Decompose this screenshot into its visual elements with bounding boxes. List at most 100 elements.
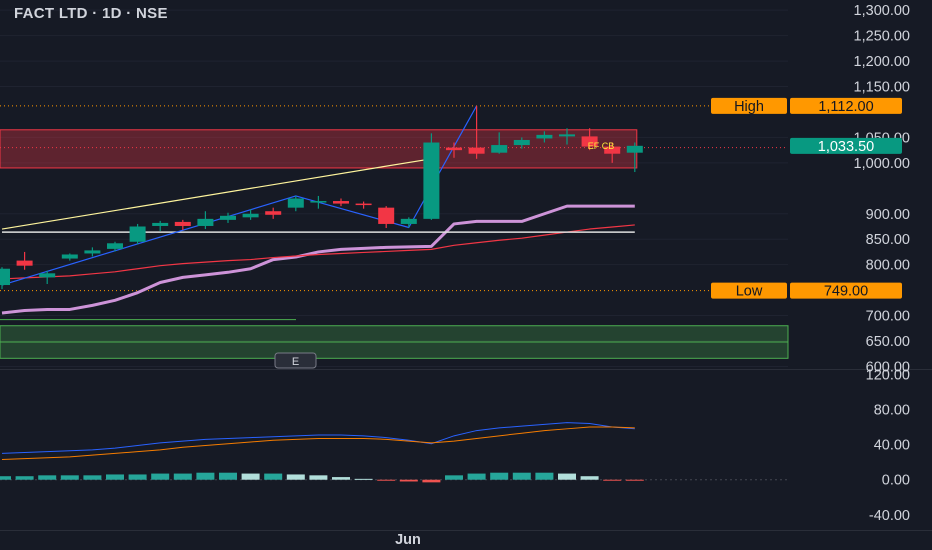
candle[interactable] [197, 211, 214, 230]
candle[interactable] [604, 142, 621, 163]
candle[interactable] [446, 142, 462, 158]
histogram-bar [264, 473, 283, 480]
histogram-bar [196, 472, 215, 480]
candle-body [16, 260, 33, 266]
candle[interactable] [333, 198, 349, 207]
high-badge: High 1,112.00 [711, 97, 902, 115]
candle[interactable] [242, 209, 259, 220]
zigzag-line [1, 105, 478, 286]
candle-body [39, 273, 56, 278]
price-tick-label: 850.00 [866, 232, 910, 248]
badge-label-text: High [734, 99, 764, 115]
candle-body [513, 139, 530, 146]
oscillator-line-2 [1, 426, 635, 461]
candles[interactable] [0, 105, 643, 290]
histogram-bar [603, 479, 622, 481]
candle-body [559, 134, 575, 137]
candle[interactable] [559, 128, 575, 145]
histogram-bar [106, 474, 124, 480]
candle[interactable] [16, 251, 33, 270]
candle-body [174, 221, 191, 226]
candle-body [423, 142, 440, 219]
candle[interactable] [491, 132, 508, 154]
candle[interactable] [265, 207, 282, 219]
event-marker-e[interactable]: E [274, 352, 317, 369]
trendline-line [1, 158, 432, 230]
candle-body [152, 222, 169, 226]
histogram-bar [422, 479, 441, 483]
event-marker-label: E [292, 356, 299, 368]
candle[interactable] [310, 195, 327, 209]
candle[interactable] [129, 223, 146, 245]
candle[interactable] [287, 195, 304, 212]
candle-body [197, 218, 214, 226]
candle-body [287, 198, 304, 208]
candle[interactable] [468, 105, 485, 159]
price-tick-label: 1,250.00 [854, 29, 910, 45]
price-tick-label: 700.00 [866, 309, 910, 325]
time-tick-label: Jun [395, 532, 421, 548]
histogram-bar [286, 474, 305, 480]
histogram-bar [38, 475, 57, 480]
event-marker-box [274, 352, 317, 369]
price-tick-label: 800.00 [866, 258, 910, 274]
wma-line [1, 204, 635, 315]
candle-body [378, 207, 395, 224]
badge-label-box [711, 97, 787, 114]
histogram-bar [354, 478, 373, 480]
time-axis[interactable]: Jun [0, 530, 932, 549]
candle-body [626, 145, 643, 153]
histogram-bar [467, 473, 486, 480]
candle[interactable] [513, 137, 530, 149]
candle[interactable] [0, 267, 10, 290]
candle[interactable] [61, 253, 78, 261]
oscillator-tick-label: -40.00 [869, 508, 910, 524]
histogram-bar [512, 472, 531, 480]
histogram-bar [15, 476, 34, 480]
candle-body [355, 203, 372, 206]
candle[interactable] [174, 219, 191, 231]
histogram-bar [399, 479, 418, 482]
candle[interactable] [400, 217, 417, 228]
candle-body [220, 215, 236, 220]
candle-body [129, 226, 146, 242]
candle[interactable] [39, 270, 56, 285]
price-axis[interactable]: 1,300.001,250.001,200.001,150.001,050.00… [854, 3, 910, 524]
candle[interactable] [581, 128, 598, 151]
candle-body [468, 147, 485, 154]
candle-body [107, 243, 123, 249]
histogram-bar [377, 479, 396, 481]
candle[interactable] [378, 206, 395, 229]
candle[interactable] [423, 133, 440, 220]
price-tick-label: 1,000.00 [854, 156, 910, 172]
candle[interactable] [220, 212, 236, 223]
price-tick-label: 600.00 [866, 359, 910, 375]
badge-value-box [790, 282, 902, 299]
candle[interactable] [84, 247, 101, 257]
candle-body [604, 146, 621, 154]
price-tick-label: 1,300.00 [854, 3, 910, 19]
badge-label-box [711, 282, 787, 299]
histogram-bar [580, 476, 599, 480]
candle[interactable] [355, 201, 372, 209]
price-tick-label: 1,150.00 [854, 80, 910, 96]
candle[interactable] [536, 131, 553, 143]
candle[interactable] [152, 220, 169, 232]
low-badge: Low 749.00 [711, 282, 902, 300]
candle-body [61, 254, 78, 259]
histogram-bar [445, 475, 463, 480]
badge-value-text: 749.00 [824, 284, 868, 300]
zone-label: EF CB [588, 141, 615, 151]
candle-body [84, 250, 101, 254]
badge-label-text: Low [736, 284, 763, 300]
last-price-badge: 1,033.50 [790, 137, 902, 155]
oscillator-tick-label: 0.00 [882, 473, 910, 489]
badge-value-text: 1,112.00 [818, 99, 873, 115]
oscillator-pane[interactable] [0, 422, 788, 483]
candle[interactable] [107, 241, 123, 252]
candle[interactable] [626, 142, 643, 173]
badge-value-box [790, 97, 902, 114]
histogram-bar [558, 473, 576, 480]
price-tick-label: 900.00 [866, 207, 910, 223]
